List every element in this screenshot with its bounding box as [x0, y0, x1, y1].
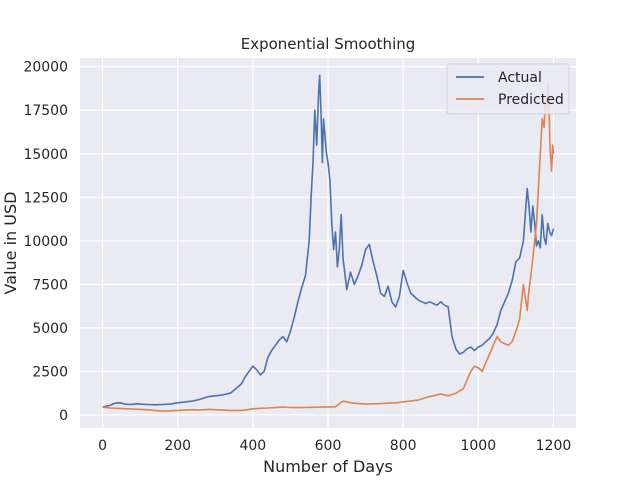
series-line-predicted — [102, 83, 555, 412]
legend: Actual Predicted — [446, 63, 570, 115]
y-tick-label: 2500 — [32, 364, 68, 380]
chart-title: Exponential Smoothing — [241, 35, 416, 53]
x-tick-label: 0 — [98, 438, 107, 454]
y-tick-label: 5000 — [32, 321, 68, 337]
y-tick-label: 20000 — [23, 60, 68, 76]
x-tick-label: 600 — [315, 438, 342, 454]
y-tick-label: 7500 — [32, 277, 68, 293]
x-tick-label: 800 — [390, 438, 417, 454]
series-line-actual — [102, 74, 555, 408]
y-axis-label: Value in USD — [1, 192, 20, 295]
x-tick-label: 1000 — [460, 438, 496, 454]
x-tick-label: 400 — [239, 438, 266, 454]
y-tick-label: 0 — [59, 408, 68, 424]
series-lines — [102, 74, 555, 412]
legend-label-predicted: Predicted — [498, 92, 564, 108]
x-tick-labels: 0 200 400 600 800 1000 1200 — [98, 438, 571, 454]
legend-label-actual: Actual — [498, 70, 542, 86]
y-tick-label: 17500 — [23, 103, 68, 119]
y-tick-label: 15000 — [23, 147, 68, 163]
x-axis-label: Number of Days — [263, 457, 393, 476]
grid — [80, 58, 576, 428]
y-tick-label: 12500 — [23, 190, 68, 206]
y-tick-label: 10000 — [23, 234, 68, 250]
x-tick-label: 200 — [164, 438, 191, 454]
y-tick-labels: 0 2500 5000 7500 10000 12500 15000 17500 20000 — [23, 60, 68, 424]
x-tick-label: 1200 — [536, 438, 572, 454]
